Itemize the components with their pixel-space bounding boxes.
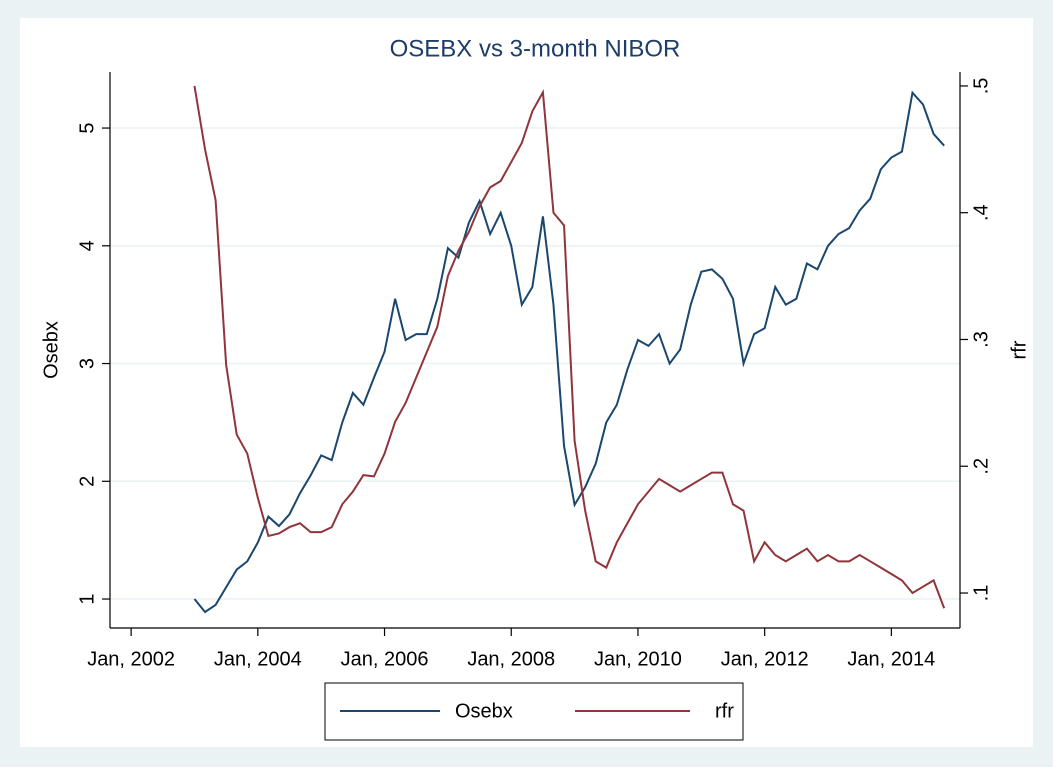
y-tick-label: 3: [76, 358, 98, 369]
line-osebx: [193, 90, 945, 614]
legend-label: Osebx: [455, 700, 513, 722]
y2-tick-label: .3: [970, 331, 992, 348]
y-tick-label: 4: [76, 240, 98, 251]
x-tick-label: Jan, 2004: [214, 648, 302, 670]
y2-tick-label: .1: [970, 585, 992, 602]
line-rfr: [193, 85, 946, 609]
y-tick-label: 2: [76, 476, 98, 487]
y-tick-label: 1: [76, 593, 98, 604]
y2-tick-label: .4: [970, 204, 992, 221]
x-tick-label: Jan, 2002: [87, 648, 175, 670]
chart-title: OSEBX vs 3-month NIBOR: [390, 35, 681, 62]
y-axis-title: Osebx: [40, 321, 62, 379]
legend-label: rfr: [715, 700, 734, 722]
x-tick-label: Jan, 2006: [341, 648, 429, 670]
x-tick-label: Jan, 2010: [594, 648, 682, 670]
x-tick-label: Jan, 2012: [721, 648, 809, 670]
graph-region: [20, 18, 1033, 747]
y2-tick-label: .2: [970, 458, 992, 475]
y-tick-label: 5: [76, 122, 98, 133]
y2-tick-label: .5: [970, 78, 992, 95]
y2-axis-title: rfr: [1008, 340, 1030, 359]
x-tick-label: Jan, 2014: [847, 648, 935, 670]
x-tick-label: Jan, 2008: [467, 648, 555, 670]
